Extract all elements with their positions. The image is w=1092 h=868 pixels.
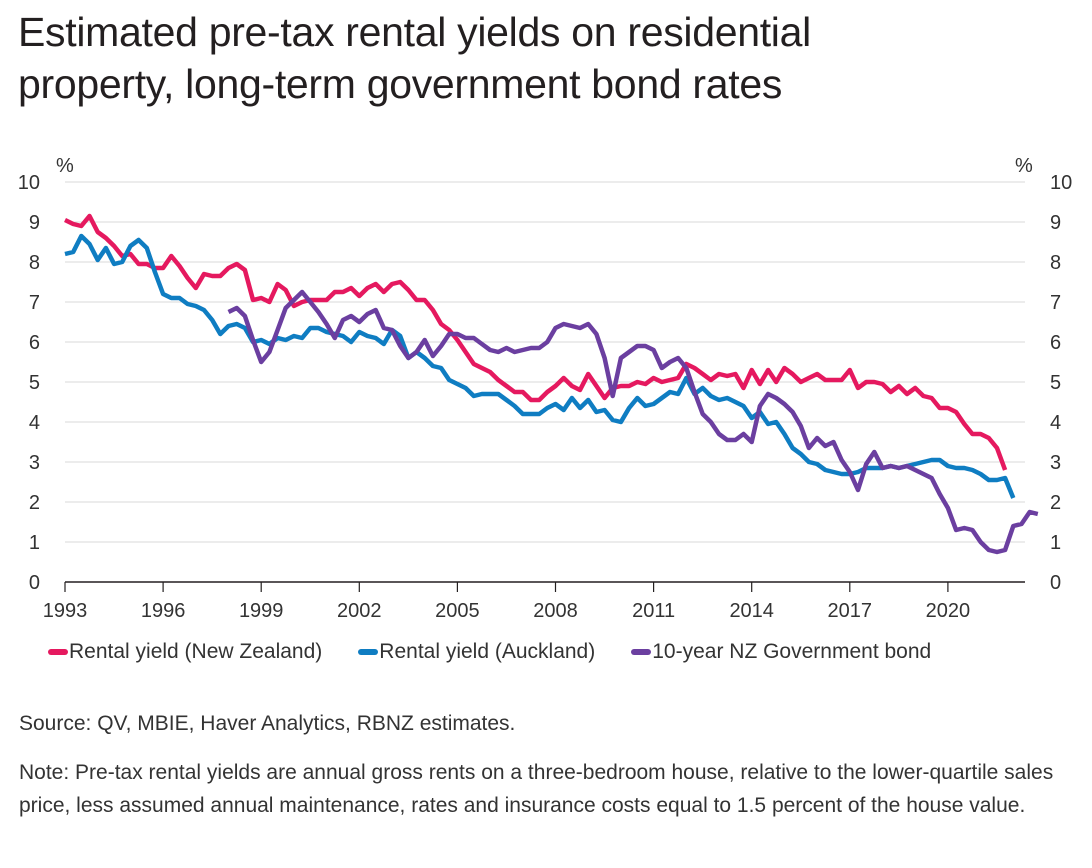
y-axis-right: 0 1 2 3 4 5 6 7 8 9 10 [1050, 172, 1072, 594]
y-tick-label-left: 2 [29, 492, 40, 514]
y-axis-right-unit: % [1015, 155, 1033, 177]
y-tick-label-right: 3 [1050, 452, 1061, 474]
x-tick-label: 1999 [239, 600, 284, 622]
y-tick-label-left: 6 [29, 332, 40, 354]
chart-title: Estimated pre-tax rental yields on resid… [18, 6, 1078, 110]
y-tick-label-right: 1 [1050, 532, 1061, 554]
note-text: Note: Pre-tax rental yields are annual g… [19, 761, 1054, 817]
y-tick-label-left: 10 [18, 172, 40, 194]
y-tick-label-left: 1 [29, 532, 40, 554]
y-tick-label-right: 10 [1050, 172, 1072, 194]
x-tick-label: 1993 [43, 600, 88, 622]
legend-swatch-bond [631, 649, 652, 655]
y-tick-label-right: 9 [1050, 212, 1061, 234]
chart-title-line-2: property, long-term government bond rate… [18, 61, 783, 107]
legend: Rental yield (New Zealand) Rental yield … [48, 640, 967, 664]
series-line-auckland-rental-yield [64, 233, 1016, 499]
legend-item-bond: 10-year NZ Government bond [631, 640, 931, 664]
chart-title-line-1: Estimated pre-tax rental yields on resid… [18, 9, 811, 55]
legend-label-bond: 10-year NZ Government bond [652, 640, 932, 663]
legend-label-nz: Rental yield (New Zealand) [69, 640, 323, 663]
gridlines [65, 181, 1025, 543]
x-tick-label: 2008 [533, 600, 578, 622]
x-tick-label: 1996 [141, 600, 186, 622]
y-tick-label-left: 0 [29, 572, 40, 594]
y-tick-label-right: 7 [1050, 292, 1061, 314]
y-tick-label-right: 0 [1050, 572, 1061, 594]
y-tick-label-left: 8 [29, 252, 40, 274]
series-lines [64, 213, 1039, 555]
legend-swatch-nz [48, 649, 68, 655]
y-axis-left: 0 1 2 3 4 5 6 7 8 9 10 [18, 172, 40, 594]
y-tick-label-left: 3 [29, 452, 40, 474]
y-axis-left-unit: % [56, 155, 74, 177]
legend-label-auckland: Rental yield (Auckland) [379, 640, 596, 663]
y-tick-label-left: 7 [29, 292, 40, 314]
y-tick-label-right: 5 [1050, 372, 1061, 394]
y-tick-label-left: 4 [29, 412, 40, 434]
x-tick-label: 2005 [435, 600, 480, 622]
y-tick-label-left: 9 [29, 212, 40, 234]
x-tick-label: 2017 [828, 600, 873, 622]
source-text: Source: QV, MBIE, Haver Analytics, RBNZ … [19, 712, 516, 735]
series-line-10y-bond [227, 289, 1039, 555]
series-line-nz-rental-yield [64, 213, 1008, 471]
y-tick-label-right: 8 [1050, 252, 1061, 274]
legend-swatch-auckland [358, 649, 379, 655]
y-tick-label-right: 4 [1050, 412, 1061, 434]
y-tick-label-right: 2 [1050, 492, 1061, 514]
x-tick-label: 2011 [632, 600, 675, 622]
x-tick-label: 2014 [729, 600, 774, 622]
legend-item-nz: Rental yield (New Zealand) [48, 640, 322, 664]
x-tick-label: 2002 [337, 600, 382, 622]
y-tick-label-left: 5 [29, 372, 40, 394]
y-tick-label-right: 6 [1050, 332, 1061, 354]
legend-item-auckland: Rental yield (Auckland) [358, 640, 595, 664]
x-axis: 1993 1996 1999 2002 2005 2008 2011 2014 2017 2020 [43, 581, 1025, 622]
x-tick-label: 2020 [926, 600, 971, 622]
